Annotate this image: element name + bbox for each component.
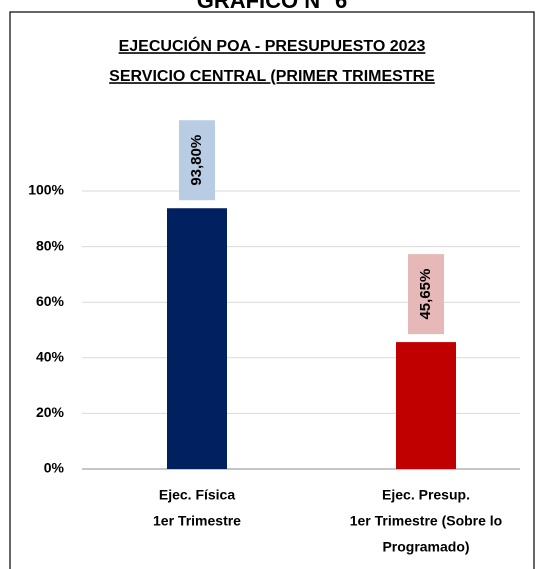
bar <box>396 342 456 469</box>
y-tick-label: 0% <box>44 460 65 476</box>
x-tick-label: Ejec. Física <box>159 487 235 503</box>
bar <box>167 208 227 469</box>
value-label-box <box>179 120 215 201</box>
y-tick-label: 20% <box>36 404 65 420</box>
value-label: 45,65% <box>417 269 434 320</box>
heading: GRÁFICO N° 6 <box>197 0 348 13</box>
y-tick-label: 100% <box>28 182 64 198</box>
chart-title: EJECUCIÓN POA - PRESUPUESTO 2023 <box>119 36 426 55</box>
chart-border <box>9 11 535 569</box>
chart-title: SERVICIO CENTRAL (PRIMER TRIMESTRE <box>109 68 435 85</box>
x-tick-label: 1er Trimestre (Sobre lo <box>350 513 503 529</box>
value-label-box <box>408 254 444 335</box>
x-tick-label: Programado) <box>382 539 469 555</box>
y-tick-label: 40% <box>36 349 65 365</box>
y-tick-label: 80% <box>36 237 65 253</box>
x-tick-label: 1er Trimestre <box>153 513 241 529</box>
value-label: 93,80% <box>188 135 205 186</box>
y-tick-label: 60% <box>36 293 65 309</box>
x-tick-label: Ejec. Presup. <box>382 487 470 503</box>
